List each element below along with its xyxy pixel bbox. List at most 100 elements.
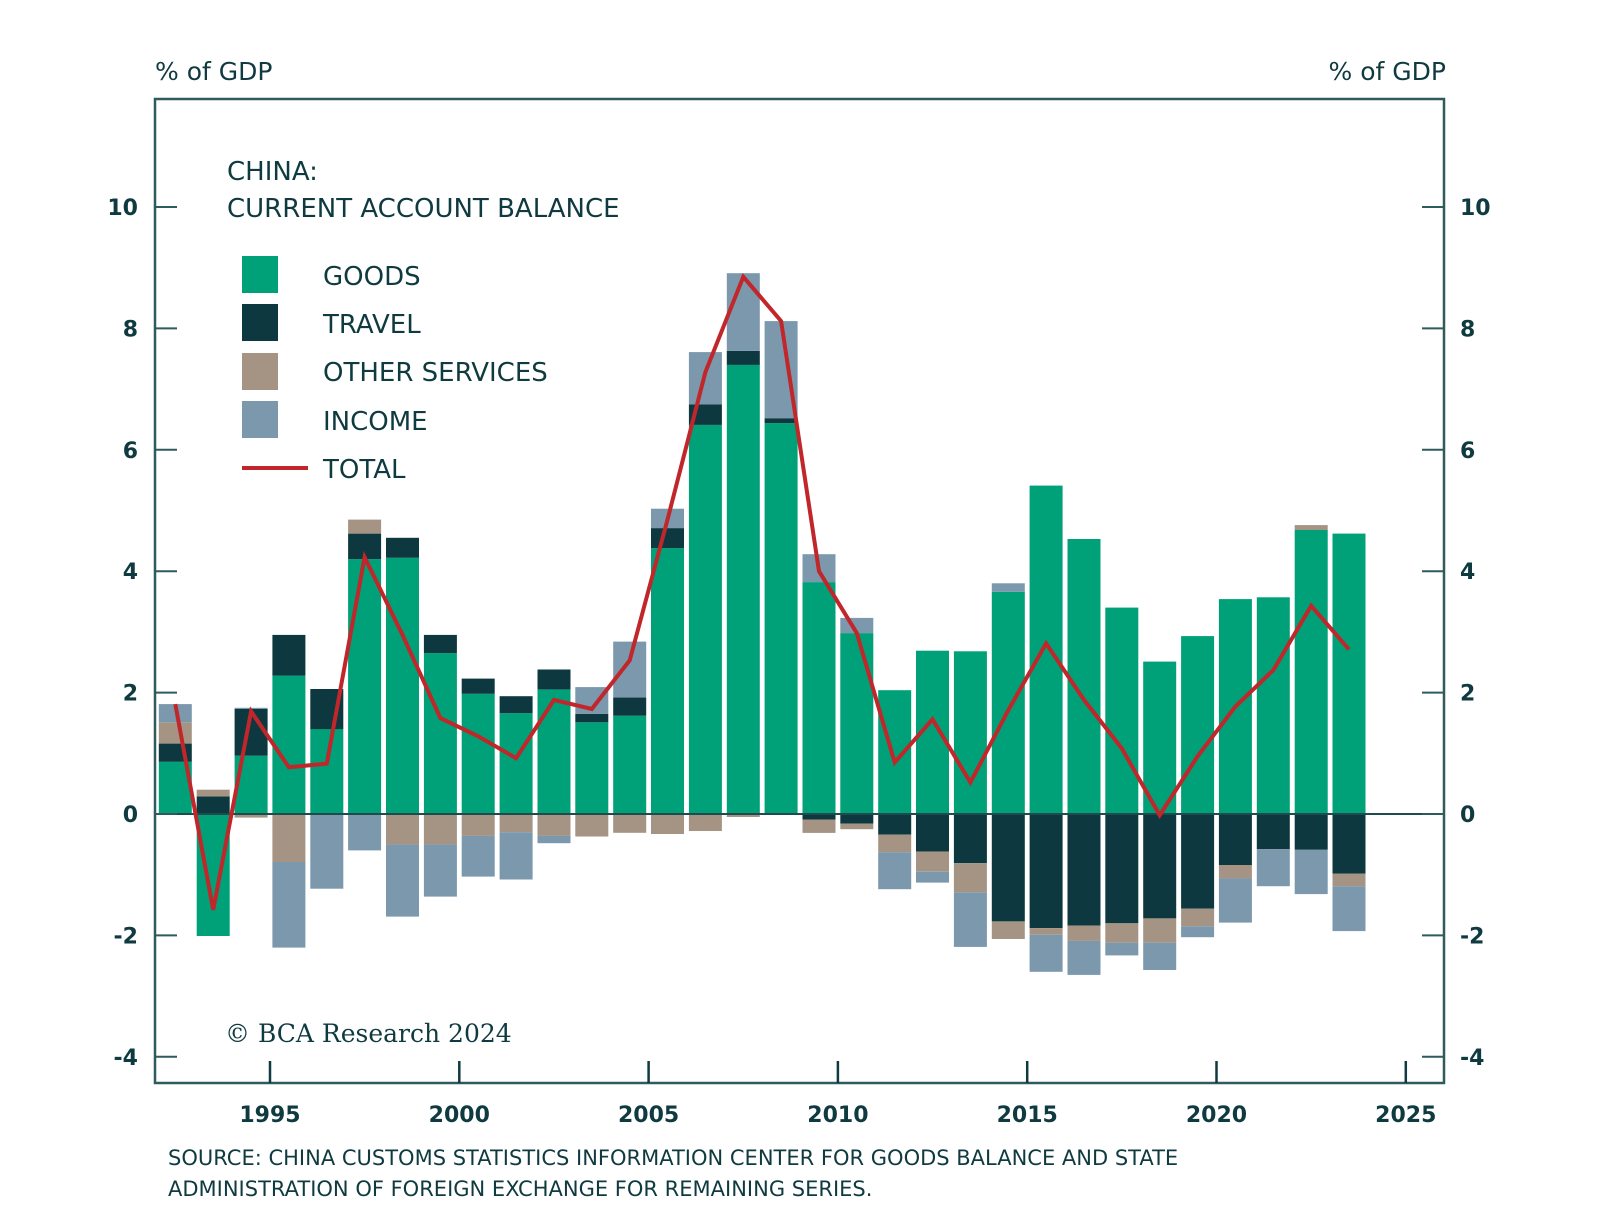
bar-goods-1997 bbox=[348, 559, 382, 814]
y-tick-label-left: 4 bbox=[123, 560, 138, 585]
bar-other-services-1998 bbox=[386, 814, 419, 845]
bar-income-2007 bbox=[726, 273, 760, 351]
legend-label-income: INCOME bbox=[323, 407, 428, 437]
bar-other-services-2002 bbox=[537, 814, 571, 836]
bar-income-2012 bbox=[916, 871, 949, 883]
bar-income-2014 bbox=[991, 583, 1025, 592]
y-tick-label-right: -4 bbox=[1460, 1046, 1484, 1071]
bar-goods-2022 bbox=[1294, 529, 1328, 814]
legend-label-other-services: OTHER SERVICES bbox=[323, 358, 548, 388]
bar-travel-2014 bbox=[991, 814, 1025, 922]
bar-other-services-1994 bbox=[234, 814, 268, 818]
bar-goods-1995 bbox=[272, 675, 306, 814]
bar-goods-2014 bbox=[991, 591, 1025, 814]
x-tick-label: 2005 bbox=[618, 1103, 679, 1128]
x-tick-label: 2025 bbox=[1375, 1103, 1436, 1128]
bar-travel-2005 bbox=[651, 528, 684, 549]
bar-income-1999 bbox=[423, 844, 457, 897]
y-tick-label-right: -2 bbox=[1460, 924, 1484, 949]
y-tick-label-left: 2 bbox=[123, 682, 138, 707]
bar-goods-1998 bbox=[386, 557, 419, 814]
legend-swatch-travel bbox=[242, 304, 278, 341]
bar-other-services-1993 bbox=[196, 789, 230, 797]
y-tick-label-left: 6 bbox=[123, 439, 138, 464]
y-axis-label-right: % of GDP bbox=[1329, 57, 1446, 86]
x-tick-label: 2015 bbox=[997, 1103, 1058, 1128]
bar-travel-1998 bbox=[386, 537, 419, 558]
bar-income-2004 bbox=[613, 641, 647, 698]
bar-travel-1999 bbox=[423, 634, 457, 654]
bar-goods-2004 bbox=[613, 715, 647, 814]
x-tick-label: 1995 bbox=[239, 1103, 300, 1128]
bar-income-2002 bbox=[537, 835, 571, 844]
bar-travel-2012 bbox=[916, 814, 949, 852]
bar-income-1995 bbox=[272, 862, 306, 948]
bar-income-2015 bbox=[1029, 934, 1063, 972]
bar-other-services-2005 bbox=[651, 814, 684, 834]
y-tick-label-right: 8 bbox=[1460, 317, 1475, 342]
bar-other-services-1997 bbox=[348, 519, 382, 534]
bar-goods-2017 bbox=[1105, 607, 1139, 814]
bar-goods-2021 bbox=[1256, 597, 1290, 814]
bar-other-services-1992 bbox=[158, 722, 192, 744]
bar-other-services-2007 bbox=[726, 814, 760, 817]
bar-goods-1999 bbox=[423, 653, 457, 814]
bar-travel-2007 bbox=[726, 350, 760, 365]
bar-travel-1995 bbox=[272, 634, 306, 676]
bar-travel-1993 bbox=[196, 796, 230, 814]
bar-travel-2017 bbox=[1105, 814, 1139, 924]
bar-goods-2002 bbox=[537, 689, 571, 814]
bar-travel-2016 bbox=[1067, 814, 1101, 926]
bar-travel-2002 bbox=[537, 669, 571, 690]
chart-title: CHINA: bbox=[227, 157, 318, 187]
bar-goods-2013 bbox=[953, 651, 987, 814]
bar-travel-2010 bbox=[840, 814, 874, 824]
bar-goods-2015 bbox=[1029, 485, 1063, 814]
bar-other-services-2006 bbox=[688, 814, 722, 831]
bar-travel-2015 bbox=[1029, 814, 1063, 929]
total-line bbox=[173, 272, 1351, 911]
bar-other-services-2003 bbox=[575, 814, 609, 837]
bar-other-services-2023 bbox=[1332, 873, 1366, 887]
bar-goods-2008 bbox=[764, 423, 798, 814]
legend-label-total: TOTAL bbox=[322, 455, 406, 485]
bar-goods-2023 bbox=[1332, 533, 1366, 814]
y-tick-label-left: -2 bbox=[114, 924, 138, 949]
bar-other-services-1995 bbox=[272, 814, 306, 862]
bar-travel-2013 bbox=[953, 814, 987, 864]
bar-other-services-2022 bbox=[1294, 525, 1328, 530]
bar-income-2013 bbox=[953, 892, 987, 947]
bar-travel-2000 bbox=[461, 678, 495, 694]
legend-label-travel: TRAVEL bbox=[322, 310, 421, 340]
bar-income-2016 bbox=[1067, 940, 1101, 975]
bar-goods-2001 bbox=[499, 713, 533, 814]
bar-other-services-2015 bbox=[1029, 928, 1063, 935]
bar-travel-2009 bbox=[802, 814, 836, 820]
bar-goods-1996 bbox=[310, 729, 344, 814]
legend-swatch-other-services bbox=[242, 353, 278, 390]
source-line-2: ADMINISTRATION OF FOREIGN EXCHANGE FOR R… bbox=[168, 1177, 872, 1201]
bar-travel-2019 bbox=[1181, 814, 1215, 909]
bar-goods-2010 bbox=[840, 633, 874, 814]
y-ticks: -4 -4 -2 -2 0 0 2 2 4 4 6 6 8 8 10 10 bbox=[107, 196, 1490, 1071]
bar-income-1996 bbox=[310, 814, 344, 889]
bar-other-services-2012 bbox=[916, 851, 949, 872]
bar-other-services-1999 bbox=[423, 814, 457, 845]
bar-income-2017 bbox=[1105, 942, 1139, 956]
bar-income-1998 bbox=[386, 844, 419, 917]
bar-other-services-2018 bbox=[1143, 918, 1177, 943]
bar-other-services-2020 bbox=[1218, 865, 1252, 879]
x-ticks: 1995 2000 2005 2010 2015 2020 2025 bbox=[239, 1061, 1436, 1128]
bar-goods-2009 bbox=[802, 582, 836, 814]
bar-travel-2023 bbox=[1332, 814, 1366, 874]
legend: GOODS TRAVEL OTHER SERVICES INCOME TOTAL bbox=[242, 256, 548, 485]
y-tick-label-left: -4 bbox=[114, 1046, 138, 1071]
bar-goods-2005 bbox=[651, 548, 684, 814]
bar-travel-2018 bbox=[1143, 814, 1177, 919]
bar-other-services-2014 bbox=[991, 921, 1025, 939]
bar-income-2022 bbox=[1294, 849, 1328, 895]
y-axis-label-left: % of GDP bbox=[155, 57, 272, 86]
bar-income-2001 bbox=[499, 832, 533, 880]
bar-income-2020 bbox=[1218, 878, 1252, 923]
